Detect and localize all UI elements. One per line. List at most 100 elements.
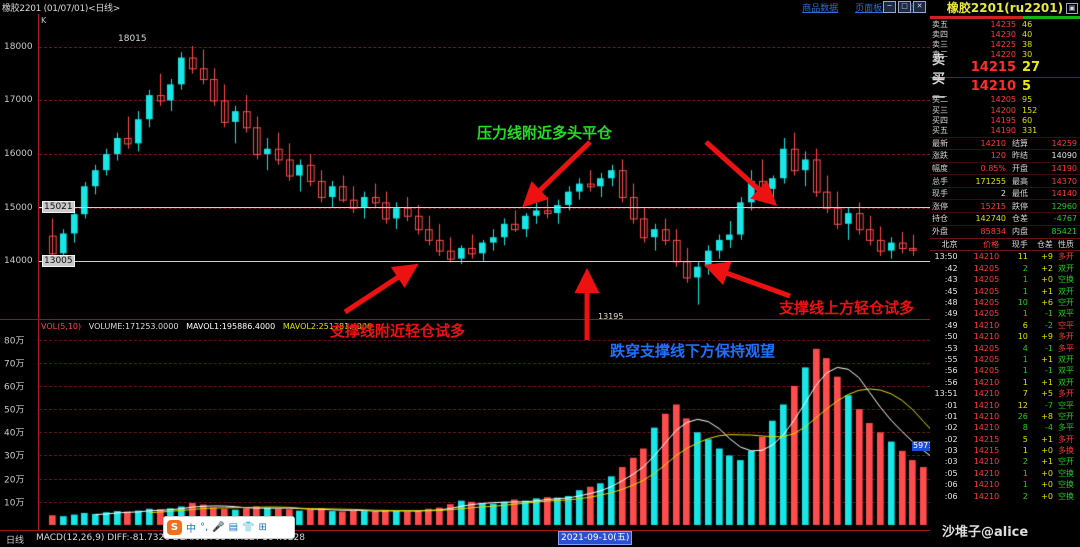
order-book-row[interactable]: 卖三 14225 38 xyxy=(930,39,1080,49)
ime-voice-icon[interactable]: 🎤 xyxy=(212,522,225,533)
ime-punctuation-icon[interactable]: °, xyxy=(200,522,209,533)
stat-key-right: 最高 xyxy=(1012,176,1028,186)
tick-row[interactable]: :53 14205 4 -1 多平 xyxy=(930,342,1080,353)
tick-row[interactable]: :42 14205 2 +2 双开 xyxy=(930,263,1080,274)
order-book-row[interactable]: 卖二 14220 30 xyxy=(930,50,1080,60)
ime-mode-chinese-icon[interactable]: 中 xyxy=(186,524,196,535)
tick-type: 双平 xyxy=(1057,366,1074,376)
tick-time: :03 xyxy=(944,457,958,467)
th-oi-change: 仓差 xyxy=(1036,240,1053,250)
stat-row: 涨跌 120 昨结 14090 xyxy=(930,149,1080,162)
ratio-green xyxy=(1023,16,1080,19)
order-book-row[interactable]: 买三 14200 152 xyxy=(930,105,1080,115)
order-book-row[interactable]: 买二 14205 95 xyxy=(930,95,1080,105)
tick-volume: 1 xyxy=(1022,309,1028,319)
tick-type: 多平 xyxy=(1057,343,1074,353)
tick-row[interactable]: :48 14205 10 +6 空开 xyxy=(930,297,1080,308)
tick-row[interactable]: :06 14210 1 +0 空换 xyxy=(930,479,1080,490)
tick-row[interactable]: :49 14205 1 -1 双平 xyxy=(930,308,1080,319)
order-book-row[interactable]: 卖四 14230 40 xyxy=(930,29,1080,39)
tick-row[interactable]: :01 14210 12 -7 空平 xyxy=(930,399,1080,410)
tick-row[interactable]: :03 14215 1 +0 多换 xyxy=(930,445,1080,456)
order-book-row[interactable]: 买五 14190 331 xyxy=(930,125,1080,135)
tick-type: 双开 xyxy=(1057,263,1074,273)
volume-chart-panel[interactable]: VOL(5,10) VOLUME:171253.0000 MAVOL1:1958… xyxy=(0,319,931,531)
tick-row[interactable]: 13:50 14210 11 +9 多开 xyxy=(930,251,1080,262)
volume-canvas[interactable] xyxy=(39,320,930,531)
close-button[interactable]: ✕ xyxy=(913,1,926,13)
volume-axis-tick: 40万 xyxy=(4,428,25,439)
tick-row[interactable]: :56 14205 1 -1 双平 xyxy=(930,365,1080,376)
sogou-logo-icon[interactable]: S xyxy=(167,520,182,535)
ob-label: 卖四 xyxy=(932,29,948,39)
tick-row[interactable]: :06 14210 2 +0 空换 xyxy=(930,490,1080,501)
stat-value-left: 120 xyxy=(990,151,1006,161)
stat-value-right: -4767 xyxy=(1053,214,1077,224)
ob-qty: 152 xyxy=(1022,105,1038,115)
quote-panel: 橡胶2201(ru2201) ▣ 卖五 14235 46 卖四 14230 40 卖三 142… xyxy=(930,0,1080,546)
order-book-row[interactable]: 买四 14195 60 xyxy=(930,115,1080,125)
tick-oi-change: +1 xyxy=(1041,457,1053,467)
menu-item-page-sector[interactable]: 页面板块 xyxy=(855,4,892,14)
ob-qty: 27 xyxy=(1022,60,1041,76)
tick-row[interactable]: :02 14210 8 -4 多平 xyxy=(930,422,1080,433)
tick-type: 双开 xyxy=(1057,286,1074,296)
tick-table[interactable]: 北京 价格 现手 仓差 性质 13:50 14210 11 +9 多开:42 14205 2… xyxy=(930,238,1080,502)
tick-row[interactable]: :02 14215 5 +1 多开 xyxy=(930,434,1080,445)
stat-value-right: 12960 xyxy=(1051,201,1077,211)
tick-time: :53 xyxy=(944,343,958,353)
ime-toolbox-icon[interactable]: ⊞ xyxy=(258,522,267,533)
ob-qty: 95 xyxy=(1022,95,1033,105)
stat-value-right: 14190 xyxy=(1051,163,1077,173)
order-book-row[interactable]: 卖五 14235 46 xyxy=(930,19,1080,29)
order-book-row-best[interactable]: 买一 14210 5 xyxy=(930,72,1080,106)
tick-row[interactable]: 13:51 14210 7 +5 多开 xyxy=(930,388,1080,399)
price-axis-tick: 16000 xyxy=(4,149,33,160)
tick-price: 14205 xyxy=(973,263,1000,273)
tick-oi-change: -2 xyxy=(1044,320,1053,330)
tick-time: 13:50 xyxy=(934,252,958,262)
tick-row[interactable]: :03 14210 2 +1 空开 xyxy=(930,456,1080,467)
stat-row: 外盘 85834 内盘 85421 xyxy=(930,224,1080,238)
tick-time: :55 xyxy=(944,354,958,364)
annotation-break-support-wait: 跌穿支撑线下方保持观望 xyxy=(610,342,776,360)
ime-toolbar[interactable]: S 中 °, 🎤 ▤ 👕 ⊞ xyxy=(163,516,295,539)
th-price: 价格 xyxy=(983,240,1000,250)
ime-keyboard-icon[interactable]: ▤ xyxy=(228,522,239,533)
minimize-button[interactable]: ─ xyxy=(883,1,896,13)
tick-type: 双开 xyxy=(1057,377,1074,387)
order-book-row-best[interactable]: 卖一 14215 27 xyxy=(930,53,1080,87)
stat-value-left: 0.85% xyxy=(980,163,1006,173)
tick-volume: 5 xyxy=(1022,434,1028,444)
tick-row[interactable]: :05 14210 1 +0 空换 xyxy=(930,468,1080,479)
ob-qty: 30 xyxy=(1022,50,1033,60)
tick-row[interactable]: :01 14210 26 +8 空开 xyxy=(930,411,1080,422)
tick-time: :50 xyxy=(944,332,958,342)
ob-qty: 40 xyxy=(1022,29,1033,39)
tick-row[interactable]: :49 14210 6 -2 空平 xyxy=(930,320,1080,331)
tick-row[interactable]: :55 14205 1 +1 双开 xyxy=(930,354,1080,365)
tick-type: 空平 xyxy=(1057,400,1074,410)
ob-price: 14225 xyxy=(990,39,1016,49)
tick-row[interactable]: :45 14205 1 +1 双开 xyxy=(930,285,1080,296)
tick-volume: 2 xyxy=(1022,457,1028,467)
ime-skin-icon[interactable]: 👕 xyxy=(242,522,255,533)
tick-row[interactable]: :56 14210 1 +1 双开 xyxy=(930,377,1080,388)
stat-value-left: 171255 xyxy=(975,176,1006,186)
ob-label: 卖二 xyxy=(932,50,948,60)
maximize-button[interactable]: □ xyxy=(898,1,911,13)
tick-volume: 2 xyxy=(1022,263,1028,273)
tick-rows[interactable]: 13:50 14210 11 +9 多开:42 14205 2 +2 双开:43 14205 1 +0… xyxy=(930,251,1080,502)
tick-row[interactable]: :50 14210 10 +9 多开 xyxy=(930,331,1080,342)
market-stats: 最新 14210 结算 14259 涨跌 120 昨结 14090 幅度 0.85% 开盘 14190… xyxy=(930,136,1080,238)
tick-time: :49 xyxy=(944,309,958,319)
restore-button[interactable]: ▣ xyxy=(1066,3,1078,14)
candlestick-canvas[interactable] xyxy=(39,14,930,319)
order-book[interactable]: 卖五 14235 46 卖四 14230 40 卖三 14225 38 卖二 14220 30 卖一 14… xyxy=(930,19,1080,136)
tick-time: :02 xyxy=(944,434,958,444)
tick-row[interactable]: :43 14205 1 +0 空换 xyxy=(930,274,1080,285)
ob-qty: 331 xyxy=(1022,125,1038,135)
tick-price: 14205 xyxy=(973,343,1000,353)
menu-item-commodity-data[interactable]: 商品数据 xyxy=(802,4,839,14)
